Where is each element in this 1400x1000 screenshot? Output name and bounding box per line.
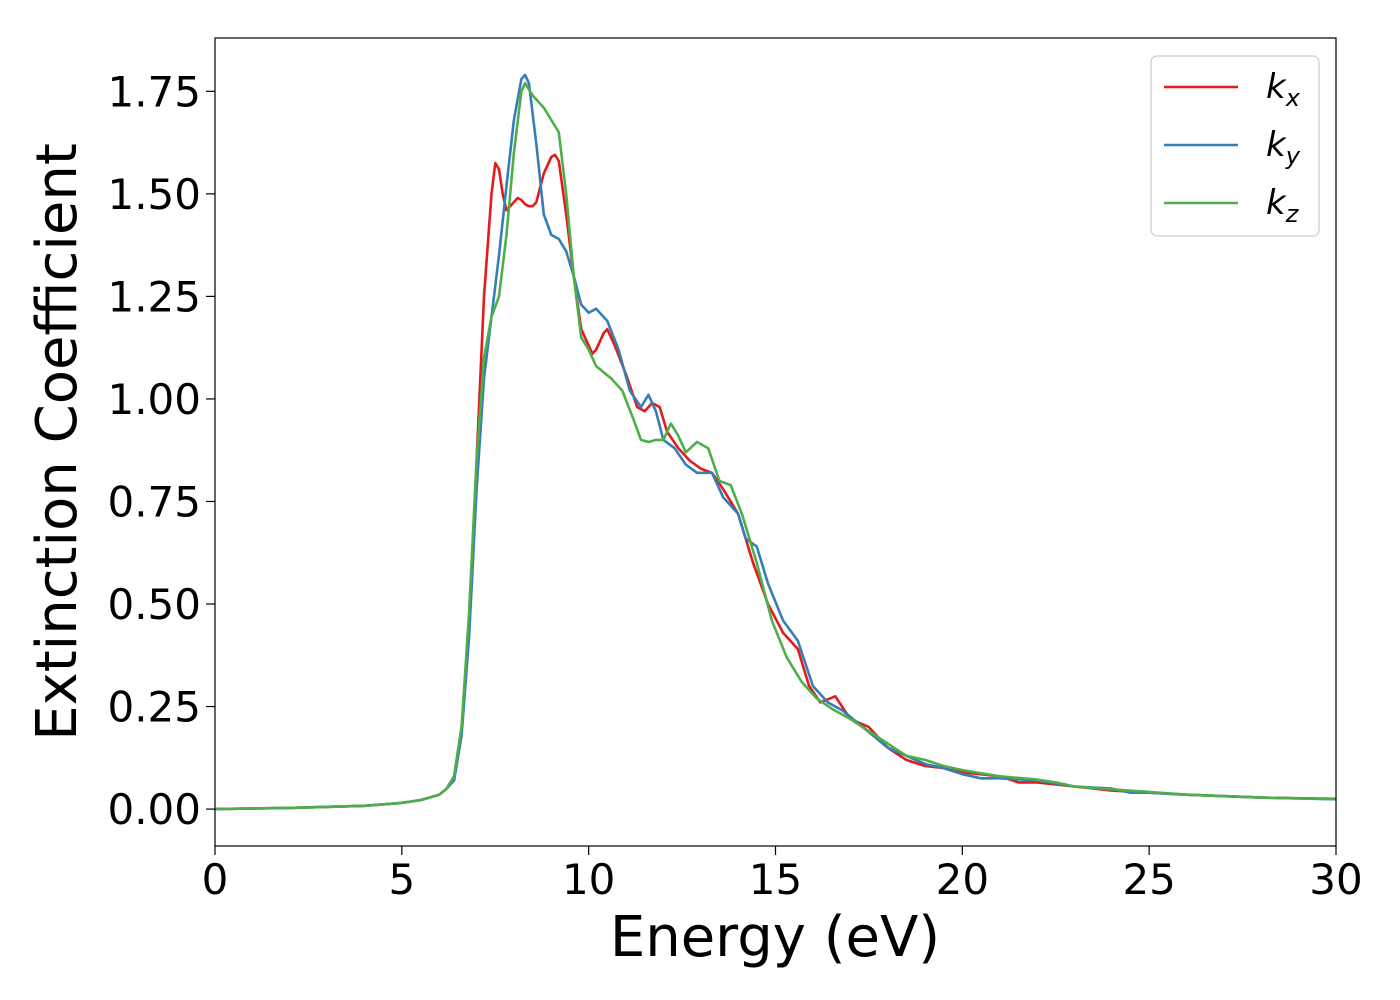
legend-label: kz — [1266, 183, 1300, 228]
y-tick-label: 0.00 — [107, 785, 201, 834]
x-axis-title: Energy (eV) — [610, 905, 940, 970]
x-tick-label: 30 — [1309, 855, 1362, 904]
x-tick-label: 20 — [936, 855, 989, 904]
x-tick-label: 25 — [1122, 855, 1175, 904]
x-axis: 0 5 10 15 20 25 30 — [202, 846, 1363, 904]
legend-label: kx — [1266, 67, 1301, 112]
legend-label-main: k — [1266, 183, 1287, 223]
x-tick-label: 15 — [749, 855, 802, 904]
legend-label-main: k — [1266, 67, 1287, 107]
y-tick-label: 1.25 — [107, 272, 201, 321]
series-line-k-z — [215, 81, 1336, 811]
legend-label-sub: x — [1285, 84, 1301, 112]
y-tick-label: 1.00 — [107, 375, 201, 424]
legend-label-sub: z — [1285, 200, 1300, 228]
y-tick-label: 0.25 — [107, 683, 201, 732]
y-tick-label: 0.50 — [107, 580, 201, 629]
x-tick-label: 10 — [562, 855, 615, 904]
y-axis-title: Extinction Coefficient — [25, 143, 90, 741]
series-layer — [215, 73, 1336, 811]
y-tick-label: 0.75 — [107, 477, 201, 526]
y-axis: 0.00 0.25 0.50 0.75 1.00 1.25 1.50 1.75 — [107, 67, 215, 834]
series-line-k-y — [215, 73, 1336, 811]
y-tick-label: 1.75 — [107, 67, 201, 116]
x-tick-label: 5 — [388, 855, 415, 904]
y-tick-label: 1.50 — [107, 170, 201, 219]
legend-label-main: k — [1266, 125, 1287, 165]
series-line-k-x — [215, 153, 1336, 811]
x-tick-label: 0 — [202, 855, 229, 904]
legend-label-sub: y — [1285, 142, 1301, 170]
legend-label: ky — [1266, 125, 1301, 170]
